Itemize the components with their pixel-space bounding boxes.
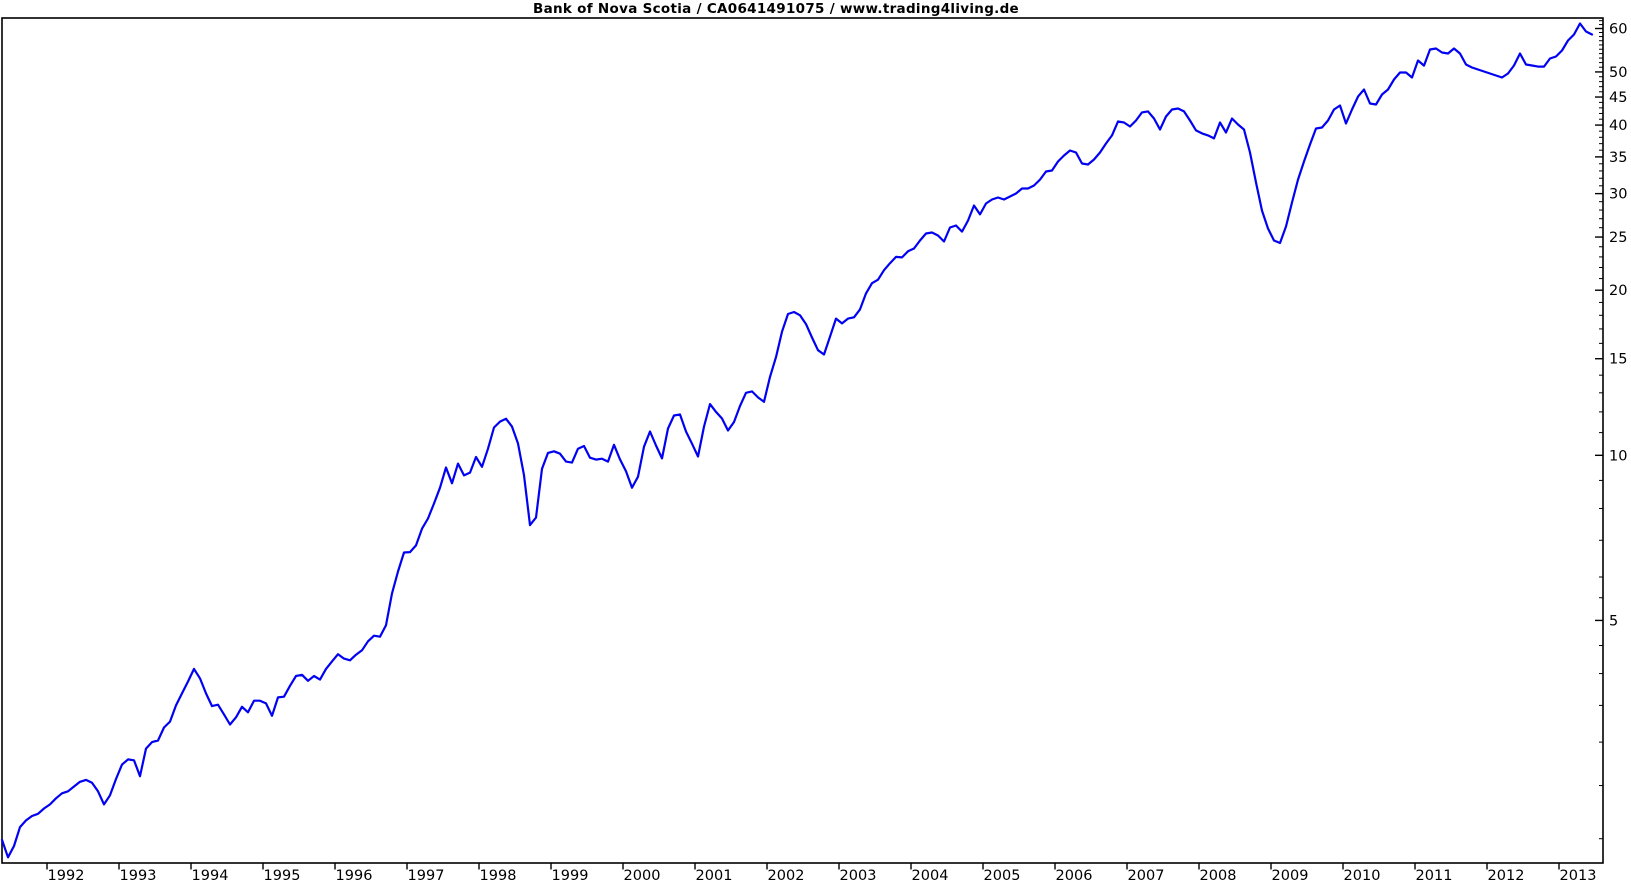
x-tick-label: 2010 <box>1344 868 1381 884</box>
x-tick-label: 1996 <box>336 868 373 884</box>
plot-border <box>1 17 1604 864</box>
x-tick-label: 2004 <box>912 868 949 884</box>
price-line <box>0 22 1594 859</box>
x-tick-label: 2002 <box>768 868 805 884</box>
chart-title: Bank of Nova Scotia / CA0641491075 / www… <box>532 1 1020 17</box>
y-tick-label: 15 <box>1609 352 1627 368</box>
y-tick-label: 35 <box>1609 150 1627 166</box>
x-tick-label: 1993 <box>120 868 157 884</box>
x-tick-label: 2013 <box>1560 868 1597 884</box>
y-tick-label: 25 <box>1609 230 1627 246</box>
x-tick-label: 1997 <box>408 868 445 884</box>
y-tick-label: 40 <box>1609 118 1627 134</box>
x-tick-label: 1998 <box>480 868 517 884</box>
x-tick-label: 2011 <box>1416 868 1453 884</box>
x-tick-label: 2005 <box>984 868 1021 884</box>
y-tick-label: 45 <box>1609 90 1627 106</box>
x-tick-label: 2007 <box>1128 868 1165 884</box>
y-tick-label: 60 <box>1609 22 1627 38</box>
x-tick-label: 2003 <box>840 868 877 884</box>
x-tick-label: 1992 <box>48 868 85 884</box>
x-tick-label: 1995 <box>264 868 301 884</box>
x-tick-label: 2000 <box>624 868 661 884</box>
y-axis: 60 50 45 40 35 30 25 20 15 10 5 <box>1595 20 1627 840</box>
x-tick-label: 1994 <box>192 868 229 884</box>
y-tick-label: 20 <box>1609 283 1627 299</box>
x-tick-label: 2001 <box>696 868 733 884</box>
x-tick-label: 2009 <box>1272 868 1309 884</box>
x-tick-label: 1999 <box>552 868 589 884</box>
x-axis: 1992 1993 1994 1995 1996 1997 1998 1999 2000 2001… <box>46 863 1597 884</box>
x-tick-label: 2006 <box>1056 868 1093 884</box>
y-tick-label: 50 <box>1609 65 1627 81</box>
y-tick-label: 5 <box>1609 613 1618 629</box>
y-tick-label: 10 <box>1609 448 1627 464</box>
y-tick-label: 30 <box>1609 187 1627 203</box>
x-tick-label: 2012 <box>1488 868 1525 884</box>
x-tick-label: 2008 <box>1200 868 1237 884</box>
